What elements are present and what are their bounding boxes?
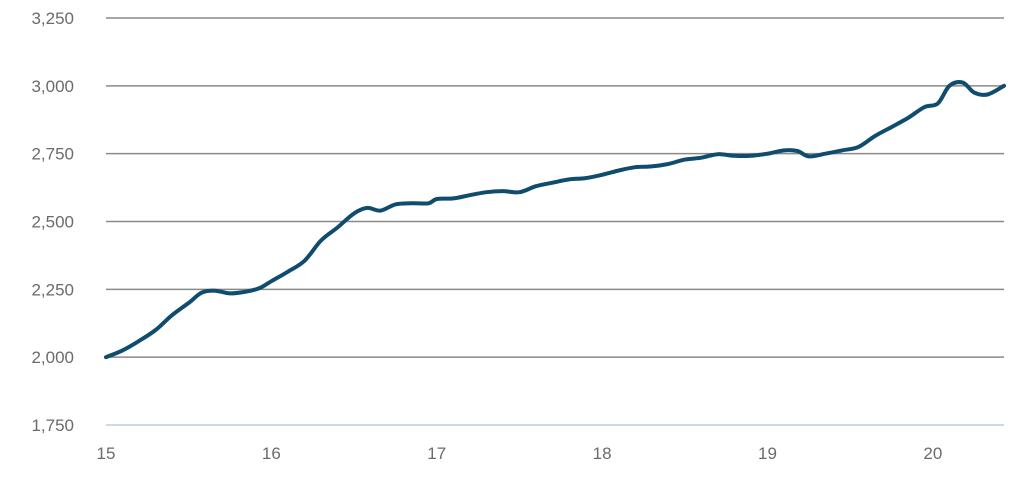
data-point xyxy=(961,81,965,85)
data-point xyxy=(567,177,571,181)
grid-lines xyxy=(106,17,1004,426)
data-point xyxy=(551,181,555,185)
y-axis-tick-labels: 1,750 2,000 2,250 2,500 2,750 3,000 3,250 xyxy=(31,9,74,435)
data-point xyxy=(795,149,799,153)
data-point xyxy=(228,291,232,295)
data-point xyxy=(666,162,670,166)
data-point xyxy=(986,93,990,97)
data-point xyxy=(716,152,720,156)
data-point xyxy=(857,145,861,149)
data-point xyxy=(732,154,736,158)
data-point xyxy=(269,279,273,283)
data-point xyxy=(617,169,621,173)
x-tick-label: 18 xyxy=(593,444,612,463)
data-point xyxy=(1002,84,1006,88)
data-point xyxy=(468,193,472,197)
data-point xyxy=(683,158,687,162)
data-point xyxy=(303,259,307,263)
y-tick-label: 2,750 xyxy=(31,145,74,164)
data-point xyxy=(947,84,951,88)
x-axis-tick-labels: 15 16 17 18 19 20 xyxy=(97,444,943,463)
data-point xyxy=(749,154,753,158)
data-point xyxy=(807,154,811,158)
data-point xyxy=(200,291,204,295)
data-point xyxy=(923,105,927,109)
data-point xyxy=(393,202,397,206)
y-tick-label: 2,250 xyxy=(31,280,74,299)
data-point xyxy=(410,201,414,205)
data-point xyxy=(890,125,894,129)
data-point xyxy=(379,209,383,213)
data-point xyxy=(245,290,249,294)
y-tick-label: 2,500 xyxy=(31,213,74,232)
data-point xyxy=(517,190,521,194)
data-point xyxy=(319,239,323,243)
data-point xyxy=(365,206,369,210)
series-line xyxy=(104,80,1006,360)
data-point xyxy=(170,313,174,317)
data-point xyxy=(104,355,108,359)
data-point xyxy=(936,102,940,106)
series-group xyxy=(104,80,1006,360)
data-point xyxy=(121,348,125,352)
x-tick-label: 15 xyxy=(97,444,116,463)
data-point xyxy=(650,164,654,168)
data-point xyxy=(484,190,488,194)
data-point xyxy=(501,189,505,193)
x-tick-label: 19 xyxy=(758,444,777,463)
y-tick-label: 3,000 xyxy=(31,77,74,96)
data-point xyxy=(873,134,877,138)
data-point xyxy=(137,339,141,343)
data-point xyxy=(766,152,770,156)
data-point xyxy=(286,270,290,274)
data-point xyxy=(154,328,158,332)
data-point xyxy=(782,148,786,152)
data-point xyxy=(435,197,439,201)
data-point xyxy=(823,152,827,156)
data-point xyxy=(213,289,217,293)
y-tick-label: 2,000 xyxy=(31,348,74,367)
x-tick-label: 16 xyxy=(262,444,281,463)
data-point xyxy=(972,91,976,95)
y-tick-label: 3,250 xyxy=(31,9,74,28)
data-point xyxy=(699,156,703,160)
data-point xyxy=(258,286,262,290)
data-point xyxy=(451,196,455,200)
data-point xyxy=(840,148,844,152)
data-point xyxy=(352,211,356,215)
y-tick-label: 1,750 xyxy=(31,416,74,435)
data-point xyxy=(187,301,191,305)
data-point xyxy=(633,165,637,169)
data-point xyxy=(534,184,538,188)
data-point xyxy=(427,201,431,205)
x-tick-label: 17 xyxy=(427,444,446,463)
data-point xyxy=(600,173,604,177)
data-point xyxy=(336,226,340,230)
x-tick-label: 20 xyxy=(923,444,942,463)
data-point xyxy=(906,116,910,120)
data-point xyxy=(584,176,588,180)
